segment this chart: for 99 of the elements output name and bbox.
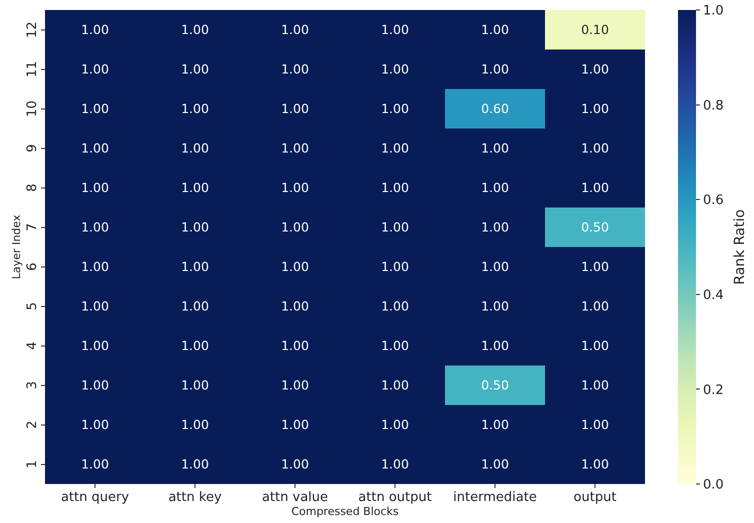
color-bar-label: 0.4 — [703, 288, 724, 303]
data-label: 1.00 — [381, 101, 409, 116]
data-label: 1.00 — [81, 378, 109, 393]
data-label: 1.00 — [581, 62, 609, 77]
y-tick-label: 9 — [25, 144, 40, 152]
data-label: 1.00 — [381, 298, 409, 314]
data-label: 1.00 — [281, 220, 309, 235]
data-label: 1.00 — [581, 180, 609, 196]
data-label: 1.00 — [81, 140, 109, 156]
color-bar-title: Rank Ratio — [732, 209, 748, 285]
data-label: 1.00 — [181, 140, 209, 156]
x-tick-label: attn query — [60, 490, 130, 505]
data-label: 1.00 — [381, 62, 409, 77]
y-tick-label: 1 — [25, 460, 40, 468]
data-label: 1.00 — [481, 338, 509, 354]
x-tick-label: attn key — [168, 490, 222, 505]
data-label: 1.00 — [481, 180, 509, 196]
data-label: 1.00 — [481, 298, 509, 314]
data-label: 1.00 — [81, 456, 109, 472]
data-label: 1.00 — [481, 140, 509, 156]
data-label: 1.00 — [81, 22, 109, 38]
data-label: 1.00 — [581, 338, 609, 354]
y-tick-label: 4 — [25, 342, 40, 350]
data-label: 1.00 — [381, 417, 409, 432]
data-label: 1.00 — [281, 62, 309, 77]
data-label: 1.00 — [381, 220, 409, 235]
data-label: 0.50 — [481, 378, 509, 393]
data-label: 1.00 — [81, 101, 109, 116]
data-label: 1.00 — [181, 378, 209, 393]
x-tick-label: output — [574, 490, 616, 505]
y-tick-label: 5 — [25, 302, 40, 310]
y-tick-label: 6 — [25, 262, 40, 271]
data-label: 1.00 — [281, 417, 309, 432]
data-label: 1.00 — [481, 456, 509, 472]
y-tick-label: 7 — [25, 223, 40, 232]
data-label: 1.00 — [181, 417, 209, 432]
data-label: 1.00 — [181, 220, 209, 235]
data-label: 1.00 — [81, 259, 109, 274]
data-label: 1.00 — [581, 259, 609, 274]
data-label: 0.10 — [581, 22, 609, 38]
data-label: 1.00 — [181, 101, 209, 116]
data-label: 1.00 — [381, 338, 409, 354]
data-label: 1.00 — [581, 456, 609, 472]
data-label: 1.00 — [281, 378, 309, 393]
data-label: 1.00 — [281, 101, 309, 116]
data-label: 1.00 — [81, 298, 109, 314]
color-bar-label: 0.6 — [703, 193, 724, 208]
x-axis-title: Compressed Blocks — [291, 505, 399, 518]
data-label: 1.00 — [581, 298, 609, 314]
y-tick-label: 3 — [25, 381, 40, 390]
data-label: 1.00 — [481, 62, 509, 77]
data-label: 1.00 — [481, 417, 509, 432]
data-label: 1.00 — [81, 220, 109, 235]
y-tick-label: 8 — [25, 184, 40, 192]
data-label: 1.00 — [581, 417, 609, 432]
y-tick-label: 2 — [25, 420, 40, 429]
color-bar-label: 0.8 — [703, 98, 724, 114]
data-label: 1.00 — [281, 22, 309, 38]
data-label: 0.60 — [481, 101, 509, 116]
color-bar-label: 1.0 — [703, 4, 724, 19]
y-axis-title: Layer Index — [10, 214, 23, 280]
data-label: 1.00 — [281, 259, 309, 274]
y-tick-label: 10 — [25, 100, 40, 118]
data-label: 1.00 — [181, 298, 209, 314]
data-label: 1.00 — [381, 378, 409, 393]
data-label: 1.00 — [381, 456, 409, 472]
color-bar-label: 0.2 — [703, 382, 724, 398]
data-label: 1.00 — [381, 22, 409, 38]
data-label: 1.00 — [281, 298, 309, 314]
data-label: 0.50 — [581, 220, 609, 235]
data-label: 1.00 — [181, 259, 209, 274]
y-tick-label: 11 — [25, 60, 40, 78]
color-bar-label: 0.0 — [703, 478, 724, 493]
y-tick-label: 12 — [25, 21, 40, 38]
data-label: 1.00 — [281, 140, 309, 156]
data-label: 1.00 — [581, 101, 609, 116]
x-tick-label: attn output — [358, 490, 432, 505]
data-label: 1.00 — [281, 338, 309, 354]
data-label: 1.00 — [281, 456, 309, 472]
data-label: 1.00 — [381, 140, 409, 156]
data-label: 1.00 — [581, 140, 609, 156]
data-label: 1.00 — [181, 338, 209, 354]
x-tick-label: intermediate — [453, 490, 537, 505]
data-label: 1.00 — [181, 180, 209, 196]
data-label: 1.00 — [81, 338, 109, 354]
data-label: 1.00 — [181, 62, 209, 77]
data-label: 1.00 — [481, 220, 509, 235]
data-label: 1.00 — [581, 378, 609, 393]
data-label: 1.00 — [81, 180, 109, 196]
data-label: 1.00 — [81, 417, 109, 432]
data-label: 1.00 — [381, 180, 409, 196]
data-label: 1.00 — [81, 62, 109, 77]
data-label: 1.00 — [481, 22, 509, 38]
data-label: 1.00 — [181, 22, 209, 38]
x-tick-label: attn value — [262, 490, 328, 505]
data-label: 1.00 — [281, 180, 309, 196]
data-label: 1.00 — [381, 259, 409, 274]
data-label: 1.00 — [481, 259, 509, 274]
data-label: 1.00 — [181, 456, 209, 472]
